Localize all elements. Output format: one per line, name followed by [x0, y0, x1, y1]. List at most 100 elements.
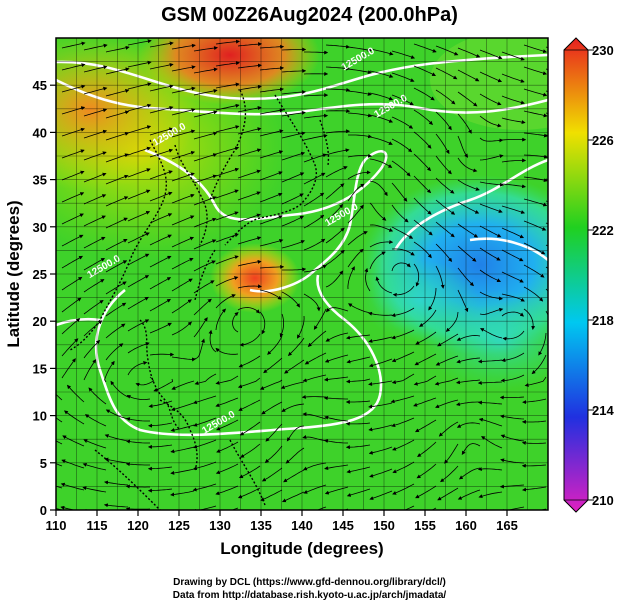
streamline	[303, 192, 325, 207]
streamline	[435, 355, 459, 366]
streamline	[281, 172, 305, 183]
streamline	[193, 110, 218, 118]
streamline	[477, 400, 503, 405]
streamline	[281, 240, 305, 249]
streamline	[149, 191, 173, 202]
streamline	[84, 414, 107, 427]
streamline	[259, 150, 284, 159]
streamline	[83, 279, 105, 293]
streamline	[479, 115, 502, 128]
streamline	[61, 106, 86, 115]
streamline	[413, 219, 433, 236]
x-tick-label: 140	[291, 518, 313, 533]
streamline	[147, 466, 173, 471]
streamline	[413, 109, 433, 125]
streamline	[127, 361, 148, 376]
streamline	[260, 489, 283, 501]
streamline	[232, 311, 239, 333]
y-tick-label: 20	[33, 314, 47, 329]
streamline	[265, 423, 283, 442]
streamline	[263, 357, 283, 374]
streamline	[149, 41, 174, 48]
streamline	[61, 213, 84, 225]
streamline	[348, 134, 373, 139]
streamline	[456, 335, 481, 341]
x-tick-label: 130	[209, 518, 231, 533]
streamline	[208, 329, 217, 353]
streamline	[392, 483, 415, 495]
streamline	[414, 353, 437, 366]
streamline	[170, 402, 195, 412]
streamline	[368, 446, 393, 455]
streamline	[104, 360, 115, 383]
streamline	[438, 421, 459, 437]
credit-data: Data from http://database.rish.kyoto-u.a…	[172, 590, 447, 601]
streamline	[444, 443, 459, 464]
streamline	[413, 375, 437, 386]
colorbar-label: 218	[592, 313, 614, 328]
y-tick-label: 25	[33, 267, 47, 282]
streamline	[105, 323, 126, 339]
streamline	[83, 257, 105, 271]
streamline	[404, 505, 415, 510]
streamline	[501, 227, 525, 239]
streamline	[261, 401, 283, 415]
streamline	[61, 338, 79, 357]
map-title: GSM 00Z26Aug2024 (200.0hPa)	[161, 4, 458, 26]
streamline	[440, 465, 459, 483]
streamline	[324, 439, 348, 444]
streamline	[56, 485, 63, 489]
streamline	[477, 380, 503, 385]
streamline	[215, 255, 239, 265]
streamline	[286, 425, 305, 442]
streamline	[127, 39, 152, 46]
streamline	[192, 461, 217, 471]
streamline	[83, 215, 106, 227]
streamline	[281, 151, 306, 161]
streamline	[149, 170, 173, 180]
streamline	[281, 110, 306, 117]
streamline	[237, 84, 262, 91]
streamline	[105, 131, 130, 141]
streamline	[105, 217, 128, 229]
streamline	[127, 253, 150, 266]
streamline	[237, 106, 262, 113]
streamline	[303, 93, 329, 98]
streamline	[193, 417, 217, 427]
streamline	[61, 255, 83, 269]
colorbar-label: 226	[592, 133, 614, 148]
streamline	[259, 238, 284, 247]
streamline	[193, 338, 205, 360]
streamline	[368, 402, 393, 409]
streamline	[193, 260, 216, 272]
streamline	[391, 50, 416, 59]
streamline	[105, 409, 129, 420]
streamline	[457, 245, 477, 262]
streamline	[149, 277, 172, 290]
streamline	[127, 232, 150, 244]
streamline	[501, 352, 525, 363]
streamline	[60, 482, 85, 491]
streamline	[82, 462, 107, 471]
streamline	[416, 463, 437, 479]
streamline	[457, 267, 474, 287]
streamline	[215, 211, 239, 221]
streamline	[435, 177, 455, 194]
streamline	[521, 440, 547, 445]
streamline	[437, 487, 459, 501]
streamline	[347, 68, 372, 75]
streamline	[192, 505, 217, 510]
streamline	[237, 169, 261, 179]
streamline	[149, 213, 173, 224]
streamline	[61, 276, 83, 291]
streamline	[479, 137, 504, 143]
streamline	[369, 70, 394, 78]
streamline	[127, 125, 152, 134]
streamline	[391, 248, 415, 256]
streamline	[56, 463, 63, 467]
streamline	[279, 313, 284, 338]
streamline	[303, 172, 326, 185]
streamline	[500, 434, 525, 442]
streamline	[413, 153, 432, 172]
streamline	[149, 106, 174, 114]
